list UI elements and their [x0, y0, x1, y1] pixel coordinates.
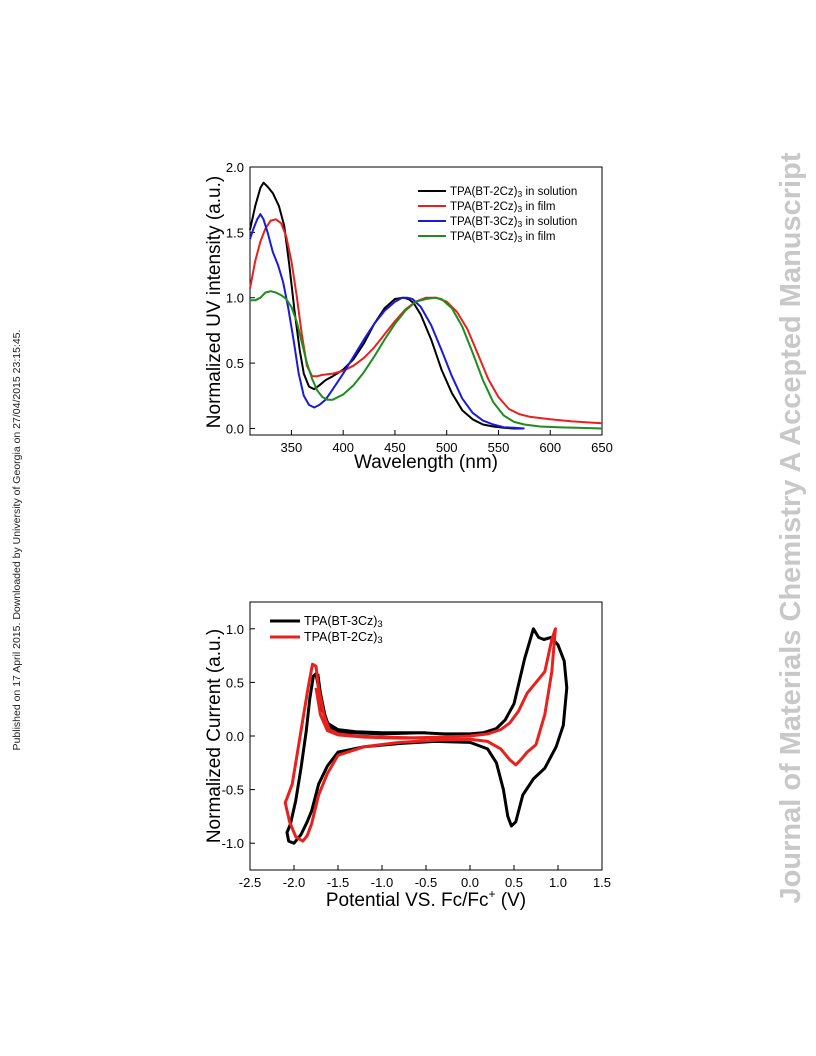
y-tick-label: -1.0	[222, 836, 244, 851]
cyclic-voltammetry-chart: -2.5 -2.0 -1.5 -1.0 -0.5 0.0 0.5 1.0 1.5 -1.0 -0.…	[204, 601, 611, 911]
x-tick-label: 650	[591, 440, 613, 455]
series-line-1	[283, 627, 557, 843]
x-axis-ticks: -2.5 -2.0 -1.5 -1.0 -0.5 0.0 0.5 1.0 1.5	[239, 865, 611, 890]
legend-entry: TPA(BT-2Cz)3 in film	[450, 201, 555, 214]
x-tick-label: 600	[539, 440, 561, 455]
series-line-2	[249, 213, 525, 430]
x-tick-label: 500	[436, 440, 458, 455]
y-tick-label: 1.5	[226, 225, 244, 240]
legend-entry: TPA(BT-3Cz)3	[304, 614, 383, 630]
y-tick-label: 2.0	[226, 160, 244, 175]
x-tick-label: -1.0	[371, 875, 393, 890]
journal-watermark: Journal of Materials Chemistry A Accepte…	[775, 152, 807, 903]
legend-entry: TPA(BT-2Cz)3	[304, 630, 383, 646]
y-tick-label: -0.5	[222, 783, 244, 798]
x-tick-label: -1.5	[327, 875, 349, 890]
legend-entry: TPA(BT-3Cz)3 in solution	[450, 216, 577, 229]
y-axis-label: Normalized UV intensity (a.u.)	[204, 176, 225, 428]
y-tick-label: 0.5	[226, 356, 244, 371]
x-tick-label: 400	[332, 440, 354, 455]
publication-note: Published on 17 April 2015. Downloaded b…	[11, 330, 23, 751]
series-lines	[283, 627, 569, 845]
legend-entry: TPA(BT-3Cz)3 in film	[450, 231, 555, 244]
x-tick-label: 450	[384, 440, 406, 455]
x-tick-label: 0.0	[461, 875, 479, 890]
x-tick-label: -2.0	[283, 875, 305, 890]
x-axis-label: Wavelength (nm)	[354, 452, 498, 473]
y-tick-label: 0.0	[226, 421, 244, 436]
y-tick-label: 1.0	[226, 291, 244, 306]
y-tick-label: 0.5	[226, 675, 244, 690]
series-line-0	[249, 181, 525, 430]
x-axis-ticks: 350 400 450 500 550 600 650	[281, 430, 613, 455]
y-tick-label: 0.0	[226, 729, 244, 744]
legend-entry: TPA(BT-2Cz)3 in solution	[450, 186, 577, 199]
x-tick-label: 350	[281, 440, 303, 455]
x-tick-label: 1.0	[549, 875, 567, 890]
x-tick-label: -2.5	[239, 875, 261, 890]
legend: TPA(BT-2Cz)3 in solution TPA(BT-2Cz)3 in …	[418, 186, 577, 244]
y-axis-ticks: 0.0 0.5 1.0 1.5 2.0	[226, 160, 255, 436]
uv-absorption-chart: 350 400 450 500 550 600 650 0.0 0.5 1.0 1.5 2.0 Wa…	[204, 160, 613, 473]
x-tick-label: 1.5	[593, 875, 611, 890]
series-line-0	[285, 627, 569, 845]
x-tick-label: 0.5	[505, 875, 523, 890]
x-tick-label: -0.5	[415, 875, 437, 890]
series-line-1	[249, 218, 603, 425]
series-line-3	[250, 290, 603, 430]
series-lines	[249, 181, 603, 430]
y-axis-ticks: -1.0 -0.5 0.0 0.5 1.0	[222, 622, 255, 851]
x-tick-label: 550	[488, 440, 510, 455]
x-axis-label: Potential VS. Fc/Fc+ (V)	[326, 887, 526, 911]
y-tick-label: 1.0	[226, 622, 244, 637]
y-axis-label: Normalized Current (a.u.)	[204, 629, 225, 843]
